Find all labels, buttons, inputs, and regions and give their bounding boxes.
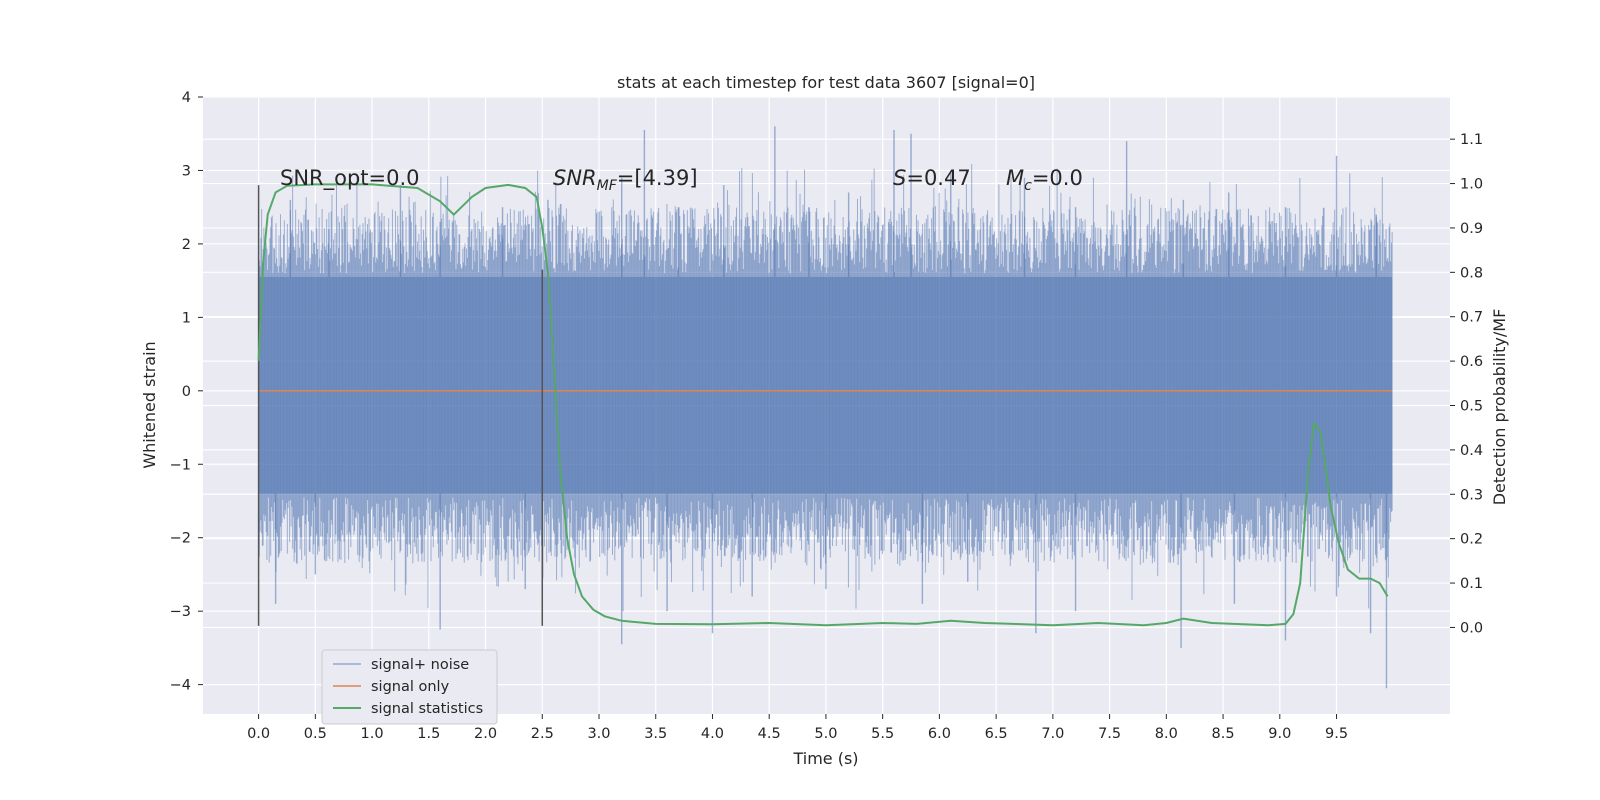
y-right-tick-label: 1.1: [1460, 132, 1483, 148]
y-right-tick-label: 0.2: [1460, 532, 1483, 548]
legend-label-signal-only: signal only: [371, 679, 450, 695]
x-tick-label: 5.0: [814, 726, 837, 742]
annotation-snr-mf: SNRMF=[4.39]: [553, 166, 698, 194]
y-axis-right-ticks: 0.0 0.1 0.2 0.3 0.4 0.5 0.6 0.7 0.8 0.9 1.0 1.1: [1450, 132, 1483, 636]
x-tick-label: 9.0: [1268, 726, 1291, 742]
y-right-tick-label: 1.0: [1460, 177, 1483, 193]
y-left-tick-label: −2: [170, 531, 191, 547]
legend-box: [321, 649, 498, 725]
legend: signal+ noise signal only signal statist…: [321, 649, 498, 725]
x-tick-label: 0.0: [247, 726, 270, 742]
signal-statistics-line: [257, 183, 1389, 627]
x-tick-label: 7.5: [1098, 726, 1121, 742]
legend-label-noise: signal+ noise: [371, 657, 469, 673]
y-left-tick-label: 0: [182, 384, 191, 400]
x-tick-label: 8.5: [1212, 726, 1235, 742]
y-left-tick-label: 4: [182, 90, 191, 106]
y-right-tick-label: 0.7: [1460, 310, 1483, 326]
x-tick-label: 2.5: [531, 726, 554, 742]
x-tick-label: 2.0: [474, 726, 497, 742]
y-axis-left-ticks: −4 −3 −2 −1 0 1 2 3 4: [170, 90, 203, 694]
y-left-tick-label: 2: [182, 237, 191, 253]
y-left-tick-label: 1: [182, 310, 191, 326]
x-tick-label: 4.5: [758, 726, 781, 742]
chart-title: stats at each timestep for test data 360…: [617, 73, 1035, 92]
vertical-markers: [257, 185, 544, 626]
x-tick-label: 5.5: [871, 726, 894, 742]
y-left-tick-label: 3: [182, 163, 191, 179]
x-axis-ticks: 0.0 0.5 1.0 1.5 2.0 2.5 3.0 3.5 4.0 4.5 5.0 5.5 6.0 6…: [247, 714, 1348, 742]
y-right-tick-label: 0.5: [1460, 399, 1483, 415]
noise-series: [258, 126, 1393, 689]
x-axis-label: Time (s): [792, 749, 858, 768]
x-tick-label: 6.0: [928, 726, 951, 742]
x-tick-label: 3.0: [587, 726, 610, 742]
annotation-snr-opt: SNR_opt=0.0: [280, 166, 420, 191]
x-tick-label: 6.5: [985, 726, 1008, 742]
x-tick-label: 9.5: [1325, 726, 1348, 742]
y-right-tick-label: 0.9: [1460, 221, 1483, 237]
y-left-tick-label: −3: [170, 604, 191, 620]
y-left-tick-label: −4: [170, 678, 191, 694]
y-right-tick-label: 0.3: [1460, 487, 1483, 503]
y-right-tick-label: 0.0: [1460, 620, 1483, 636]
annotation-mc: Mc=0.0: [1006, 166, 1083, 194]
x-tick-label: 4.0: [701, 726, 724, 742]
legend-label-statistics: signal statistics: [371, 701, 483, 717]
y-right-tick-label: 0.6: [1460, 354, 1483, 370]
y-left-tick-label: −1: [170, 457, 191, 473]
x-tick-label: 3.5: [644, 726, 667, 742]
x-tick-label: 0.5: [304, 726, 327, 742]
x-tick-label: 1.5: [417, 726, 440, 742]
y-axis-left-label: Whitened strain: [140, 341, 159, 468]
annotation-s: S=0.47: [893, 166, 971, 190]
x-tick-label: 7.0: [1041, 726, 1064, 742]
x-tick-label: 8.0: [1155, 726, 1178, 742]
x-tick-label: 1.0: [361, 726, 384, 742]
y-right-tick-label: 0.8: [1460, 265, 1483, 281]
y-right-tick-label: 0.1: [1460, 576, 1483, 592]
y-axis-right-label: Detection probability/MF: [1490, 309, 1509, 506]
y-right-tick-label: 0.4: [1460, 443, 1483, 459]
